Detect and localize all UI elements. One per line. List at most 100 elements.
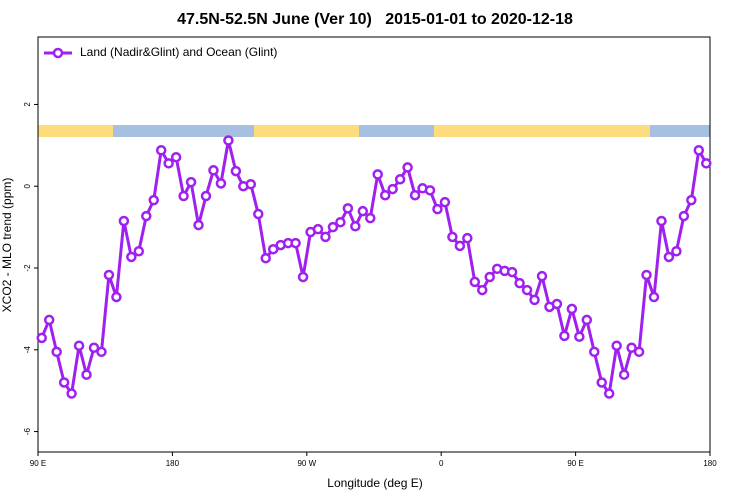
data-point: [589, 346, 600, 358]
plot-frame: [37, 36, 711, 453]
x-tick-label: 90 E: [30, 459, 46, 468]
data-point: [335, 216, 346, 228]
data-point: [81, 369, 92, 380]
y-tick-label: 2: [23, 102, 32, 107]
data-point: [103, 269, 115, 281]
y-axis-label: XCO2 - MLO trend (ppm): [0, 178, 14, 313]
data-point: [350, 221, 361, 232]
data-point: [618, 369, 630, 380]
data-point: [215, 178, 227, 189]
data-point: [43, 314, 55, 326]
data-point: [596, 377, 607, 388]
ocean: [113, 125, 254, 137]
land-ocean-strip: [38, 125, 710, 137]
chart-title: 47.5N-52.5N June (Ver 10) 2015-01-01 to …: [177, 11, 573, 28]
data-point: [686, 194, 697, 206]
data-point: [365, 212, 376, 224]
x-axis-label: Longitude (deg E): [327, 476, 422, 490]
data-point: [566, 303, 578, 315]
data-point: [118, 215, 130, 227]
x-tick-label: 90 E: [567, 459, 583, 468]
land: [434, 125, 650, 137]
data-point: [648, 291, 660, 303]
data-point: [66, 388, 77, 399]
data-point: [185, 176, 197, 188]
data-point: [342, 203, 354, 214]
data-point: [409, 189, 421, 201]
data-point: [141, 210, 152, 222]
data-point: [611, 340, 622, 351]
data-point: [230, 165, 242, 177]
data-point: [656, 215, 667, 227]
data-point: [36, 332, 47, 344]
data-point: [96, 346, 107, 358]
x-tick-label: 0: [439, 459, 444, 468]
data-point: [671, 245, 682, 257]
data-point: [290, 237, 301, 249]
data-point: [126, 251, 137, 263]
data-point: [73, 340, 85, 351]
data-point: [536, 270, 548, 282]
data-point: [372, 169, 383, 180]
x-tick-label: 180: [703, 459, 717, 468]
data-point: [424, 185, 436, 196]
data-point: [402, 162, 413, 173]
data-point: [439, 196, 451, 208]
data-point: [208, 165, 219, 176]
data-point: [51, 346, 62, 358]
data-point: [641, 269, 652, 281]
data-point: [260, 252, 271, 264]
data-point: [626, 342, 637, 353]
legend-marker: [52, 47, 64, 59]
data-point: [521, 284, 533, 296]
data-point: [133, 245, 145, 257]
data-point: [432, 203, 443, 215]
data-point: [379, 189, 391, 201]
ocean: [359, 125, 434, 137]
data-point: [170, 151, 182, 163]
data-point: [454, 240, 466, 252]
x-tick-label: 180: [166, 459, 180, 468]
land: [254, 125, 359, 137]
x-tick-label: 90 W: [297, 459, 316, 468]
data-point: [469, 276, 481, 288]
data-point: [633, 346, 645, 358]
data-point: [245, 178, 257, 190]
data-point: [529, 294, 540, 306]
data-point: [462, 232, 473, 244]
y-tick-label: -4: [23, 346, 32, 354]
data-point: [447, 231, 458, 243]
y-tick-label: -2: [23, 264, 32, 272]
data-point: [58, 377, 70, 388]
data-point: [312, 223, 324, 235]
data-point: [111, 291, 122, 303]
data-point: [327, 221, 339, 233]
land: [38, 125, 113, 137]
data-point: [223, 135, 234, 146]
data-point: [559, 330, 570, 342]
data-point: [267, 243, 279, 255]
data-point: [297, 271, 309, 283]
data-point: [701, 158, 712, 169]
data-point: [506, 266, 518, 278]
data-point: [387, 183, 398, 195]
data-point: [514, 277, 525, 289]
data-point: [581, 314, 593, 326]
data-point: [477, 284, 488, 296]
data-point: [693, 145, 705, 156]
data-point: [163, 158, 174, 169]
data-point: [178, 190, 189, 202]
data-point: [574, 331, 585, 342]
data-point: [551, 298, 563, 310]
data-point: [394, 174, 406, 185]
data-point: [148, 194, 159, 206]
data-point: [200, 190, 212, 202]
data-point: [663, 251, 675, 263]
data-point: [88, 342, 100, 353]
y-tick-label: -6: [23, 427, 32, 435]
data-point: [193, 219, 204, 231]
y-tick-label: 0: [23, 183, 32, 188]
data-point: [678, 210, 690, 222]
